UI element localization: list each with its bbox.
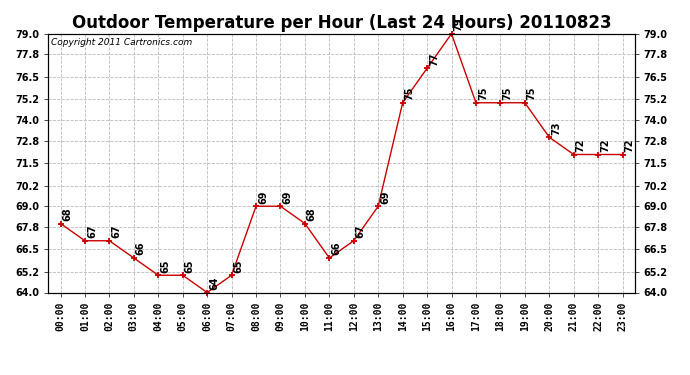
Text: 64: 64 [209,276,219,290]
Text: 75: 75 [526,87,537,100]
Title: Outdoor Temperature per Hour (Last 24 Hours) 20110823: Outdoor Temperature per Hour (Last 24 Ho… [72,14,611,32]
Text: 69: 69 [282,190,293,204]
Text: 67: 67 [356,225,366,238]
Text: 72: 72 [575,138,586,152]
Text: 65: 65 [233,259,244,273]
Text: 72: 72 [600,138,610,152]
Text: 66: 66 [136,242,146,255]
Text: 69: 69 [380,190,390,204]
Text: 77: 77 [429,52,439,66]
Text: 65: 65 [160,259,170,273]
Text: 67: 67 [87,225,97,238]
Text: 69: 69 [258,190,268,204]
Text: 66: 66 [331,242,342,255]
Text: Copyright 2011 Cartronics.com: Copyright 2011 Cartronics.com [51,38,193,46]
Text: 73: 73 [551,121,561,135]
Text: 72: 72 [624,138,635,152]
Text: 75: 75 [478,87,488,100]
Text: 68: 68 [307,207,317,221]
Text: 75: 75 [502,87,513,100]
Text: 68: 68 [63,207,72,221]
Text: 75: 75 [404,87,415,100]
Text: 67: 67 [111,225,121,238]
Text: 79: 79 [453,18,464,31]
Text: 65: 65 [185,259,195,273]
